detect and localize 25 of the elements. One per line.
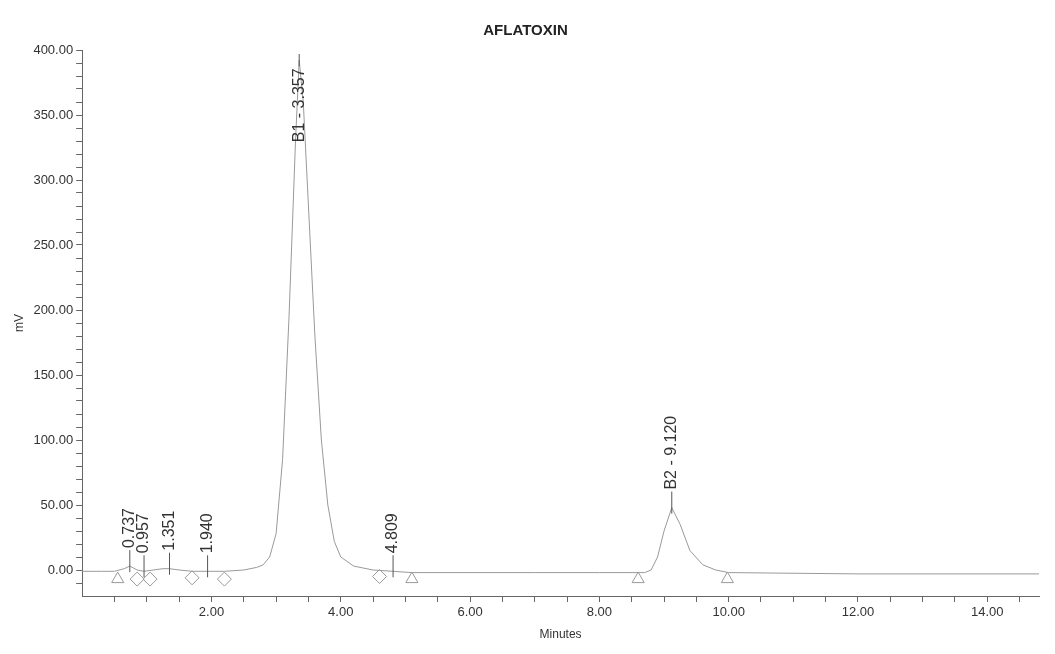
annotation: 1.940 [197, 513, 215, 554]
y-axis-title: mV [11, 314, 26, 332]
y-tick-label: 250.00 [33, 236, 74, 252]
y-tick-label: 100.00 [33, 431, 74, 447]
x-tick-label: 14.00 [971, 604, 1004, 620]
y-tick-label: 150.00 [33, 366, 74, 382]
x-tick-label: 12.00 [841, 604, 875, 620]
x-tick-label: 6.00 [457, 604, 483, 620]
annotation: B1 - 3.357 [289, 68, 307, 143]
y-tick-label: 350.00 [33, 106, 74, 122]
x-axis-title: Minutes [539, 627, 582, 642]
chart-title: AFLATOXIN [483, 21, 568, 39]
annotation: B2 - 9.120 [662, 415, 680, 490]
annotation: 0.957 [134, 513, 152, 554]
y-tick-label: 200.00 [33, 301, 74, 317]
y-tick-label: 50.00 [40, 496, 74, 512]
annotation: 4.809 [383, 513, 401, 554]
y-tick-label: 300.00 [33, 171, 74, 187]
annotation: 1.351 [159, 510, 177, 551]
x-tick-label: 4.00 [328, 604, 354, 620]
x-tick-label: 10.00 [712, 604, 745, 620]
y-tick-label: 400.00 [33, 41, 74, 57]
y-tick-label: 0.00 [47, 561, 74, 577]
x-tick-label: 2.00 [198, 604, 225, 620]
x-tick-label: 8.00 [586, 604, 613, 620]
